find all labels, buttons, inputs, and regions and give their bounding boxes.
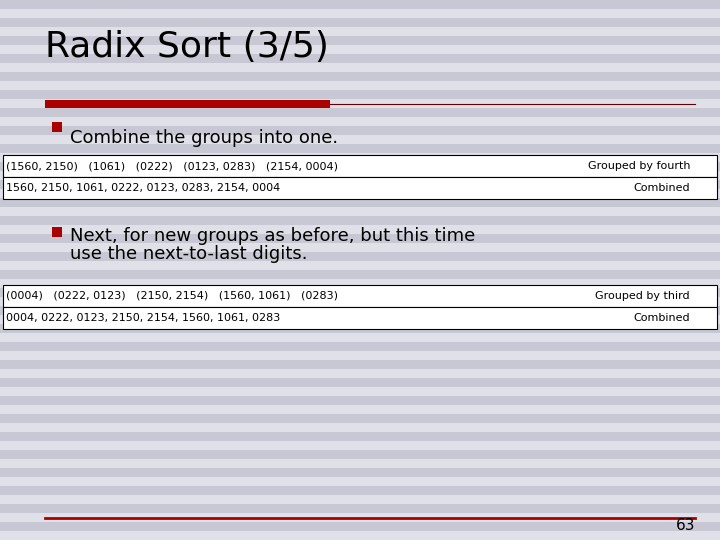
Bar — [0, 18, 720, 27]
Bar — [0, 0, 720, 9]
Bar — [0, 468, 720, 477]
Bar — [0, 486, 720, 495]
Bar — [3, 285, 717, 307]
Text: Radix Sort (3/5): Radix Sort (3/5) — [45, 30, 329, 64]
Bar — [0, 180, 720, 189]
Bar — [0, 198, 720, 207]
Bar — [0, 108, 720, 117]
Text: Combined: Combined — [634, 183, 690, 193]
Bar — [0, 36, 720, 45]
Bar — [0, 288, 720, 297]
Bar — [0, 90, 720, 99]
Bar — [0, 144, 720, 153]
Bar — [0, 126, 720, 135]
Bar — [0, 396, 720, 405]
Text: Next, for new groups as before, but this time: Next, for new groups as before, but this… — [70, 227, 475, 245]
Text: 63: 63 — [675, 518, 695, 534]
Bar — [0, 216, 720, 225]
Bar — [0, 414, 720, 423]
Text: (1560, 2150)   (1061)   (0222)   (0123, 0283)   (2154, 0004): (1560, 2150) (1061) (0222) (0123, 0283) … — [6, 161, 338, 171]
Text: Combined: Combined — [634, 313, 690, 323]
Text: Combine the groups into one.: Combine the groups into one. — [70, 129, 338, 147]
Bar — [0, 342, 720, 351]
Bar — [0, 270, 720, 279]
Bar — [0, 54, 720, 63]
Bar — [0, 162, 720, 171]
Bar — [52, 227, 62, 237]
Bar — [0, 72, 720, 81]
Bar — [0, 432, 720, 441]
Text: Grouped by fourth: Grouped by fourth — [588, 161, 690, 171]
Bar — [0, 324, 720, 333]
Bar — [3, 177, 717, 199]
Text: Grouped by third: Grouped by third — [595, 291, 690, 301]
Bar — [3, 307, 717, 329]
Bar — [0, 450, 720, 459]
Bar — [0, 522, 720, 531]
Bar — [0, 306, 720, 315]
Bar — [45, 100, 330, 108]
Bar — [0, 252, 720, 261]
Bar — [52, 122, 62, 132]
Text: 1560, 2150, 1061, 0222, 0123, 0283, 2154, 0004: 1560, 2150, 1061, 0222, 0123, 0283, 2154… — [6, 183, 280, 193]
Bar — [0, 504, 720, 513]
Bar — [3, 155, 717, 177]
Text: use the next-to-last digits.: use the next-to-last digits. — [70, 245, 307, 263]
Bar — [0, 234, 720, 243]
Bar — [0, 378, 720, 387]
Bar — [0, 360, 720, 369]
Text: 0004, 0222, 0123, 2150, 2154, 1560, 1061, 0283: 0004, 0222, 0123, 2150, 2154, 1560, 1061… — [6, 313, 280, 323]
Text: (0004)   (0222, 0123)   (2150, 2154)   (1560, 1061)   (0283): (0004) (0222, 0123) (2150, 2154) (1560, … — [6, 291, 338, 301]
